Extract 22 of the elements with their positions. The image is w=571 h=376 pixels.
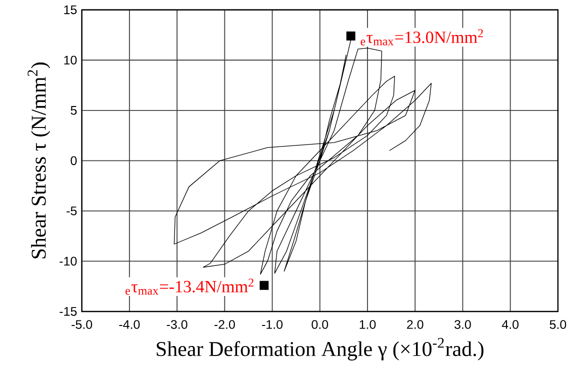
x-tick-label: 0.0 [312,320,328,330]
y-tick-label: -15 [60,307,77,316]
y-axis-title: Shear Stress τ (N/mm$^{2}$) [28,62,50,259]
x-tick-label: 3.0 [454,320,471,330]
y-tick-label: -10 [60,257,77,266]
x-tick-label: -5.0 [72,320,92,330]
x-tick-label: 5.0 [550,320,566,330]
y-tick-label: 15 [64,6,77,14]
y-tick-label: 0 [70,156,77,166]
x-tick-label: -4.0 [119,320,140,330]
y-tick-label: 10 [64,56,77,65]
x-tick-label: 2.0 [407,320,424,330]
y-tick-label: -5 [66,206,77,216]
x-tick-label: 1.0 [360,320,376,330]
annotation: $_{e}$τ$_{max}$=13.0N/mm$^{2}$ [360,29,483,46]
annotation: $_{e}$τ$_{max}$=-13.4N/mm$^{2}$ [126,278,254,295]
y-tick-label: 5 [70,106,77,115]
x-tick-label: -1.0 [262,320,283,330]
x-tick-label: -3.0 [166,320,188,330]
x-tick-label: 4.0 [502,320,519,330]
x-tick-label: -2.0 [214,320,235,330]
x-axis-title: Shear Deformation Angle γ (×10$^{-2}$rad.) [156,338,484,361]
